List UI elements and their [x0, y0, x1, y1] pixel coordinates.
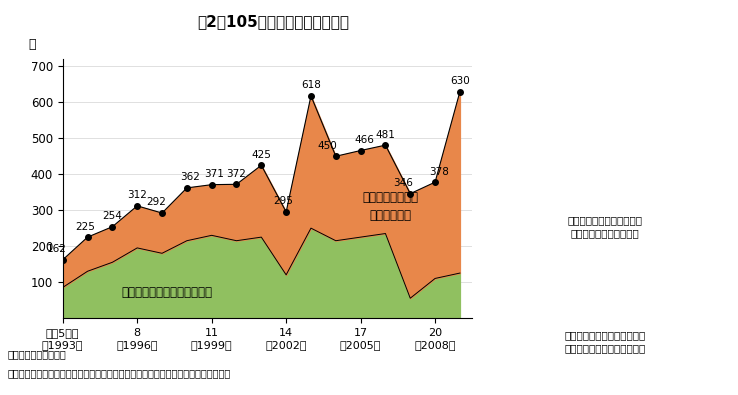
Text: 注：施設の管理者（国、都道府県、市町村、土地改良区等）に対する聞き取り調査: 注：施設の管理者（国、都道府県、市町村、土地改良区等）に対する聞き取り調査: [7, 368, 231, 378]
Text: 630: 630: [450, 76, 470, 86]
Text: 排水機場のポンプ羽根の欠損
（新川流域地区（新潟県））: 排水機場のポンプ羽根の欠損 （新川流域地区（新潟県））: [565, 330, 646, 353]
Text: 図2－105　突発事故発生の状況: 図2－105 突発事故発生の状況: [197, 14, 349, 29]
Text: 425: 425: [252, 150, 272, 160]
Text: 346: 346: [393, 178, 413, 188]
Text: 481: 481: [376, 130, 396, 139]
Text: 362: 362: [179, 172, 199, 182]
Text: 資料：農林水産省調べ: 資料：農林水産省調べ: [7, 350, 66, 359]
Text: 倒壊した幹線用水路の擁壁
（北海地区（北海道））: 倒壊した幹線用水路の擁壁 （北海地区（北海道））: [568, 215, 643, 239]
Text: 618: 618: [301, 80, 321, 90]
Text: 経年的な劣化及び
局部的な劣化: 経年的な劣化及び 局部的な劣化: [362, 191, 418, 222]
Text: 466: 466: [355, 135, 375, 145]
Text: 162: 162: [47, 244, 67, 254]
Text: 292: 292: [147, 198, 166, 207]
Y-axis label: 件: 件: [28, 38, 35, 51]
Text: その他（降雨、地盤沈下等）: その他（降雨、地盤沈下等）: [122, 286, 213, 299]
Text: 371: 371: [204, 169, 224, 179]
Text: 254: 254: [103, 211, 123, 221]
Text: 312: 312: [127, 190, 147, 200]
Text: 450: 450: [317, 141, 337, 151]
Text: 372: 372: [227, 169, 246, 179]
Text: 295: 295: [273, 196, 293, 207]
Text: 225: 225: [75, 222, 94, 231]
Text: 378: 378: [430, 167, 449, 177]
